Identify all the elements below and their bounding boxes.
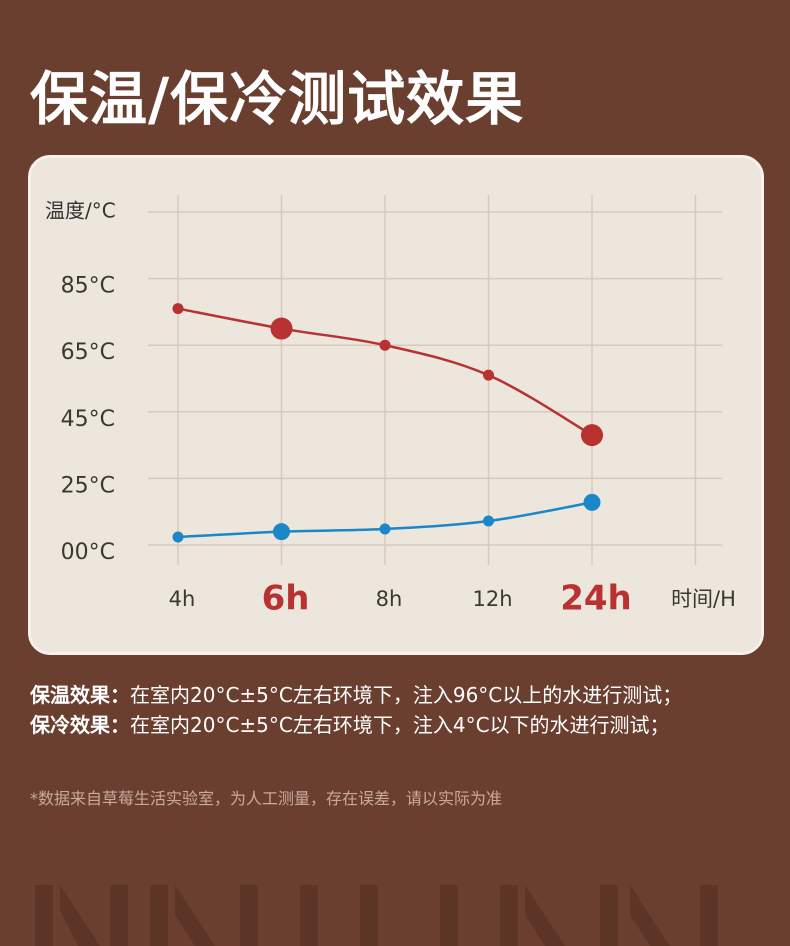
y-tick-label: 25°C xyxy=(61,473,115,498)
y-tick-label: 45°C xyxy=(61,407,115,432)
note-label: 保冷效果： xyxy=(30,713,130,737)
data-point xyxy=(270,317,293,340)
footnote: *数据来自草莓生活实验室，为人工测量，存在误差，请以实际为准 xyxy=(30,789,503,808)
x-tick-label: 24h xyxy=(560,579,632,619)
note: 保冷效果：在室内20°C±5°C左右环境下，注入4°C以下的水进行测试； xyxy=(30,710,682,740)
data-point xyxy=(379,339,391,351)
y-tick-label: 85°C xyxy=(61,274,115,299)
x-axis-label: 时间/H xyxy=(671,587,736,611)
data-point xyxy=(172,303,184,315)
decoration xyxy=(35,885,718,946)
data-point xyxy=(483,515,494,527)
note-label: 保温效果： xyxy=(30,683,130,707)
chart: 温度/°C 00°C 25°C 45°C 65°C 85°C 4h 6h 8h 12h 24h 时间/… xyxy=(45,195,736,619)
note-text: 在室内20°C±5°C左右环境下，注入4°C以下的水进行测试； xyxy=(130,713,670,737)
data-point xyxy=(483,369,494,381)
y-axis-label: 温度/°C xyxy=(45,199,116,223)
x-tick-label: 6h xyxy=(262,579,310,619)
data-point xyxy=(581,424,603,447)
data-point xyxy=(172,531,184,543)
y-tick-label: 00°C xyxy=(61,540,115,565)
x-tick-label: 12h xyxy=(472,587,512,611)
data-point xyxy=(379,523,391,535)
x-tick-label: 8h xyxy=(376,587,403,611)
data-point xyxy=(273,523,290,541)
chart-card xyxy=(28,155,764,655)
notes: 保温效果：在室内20°C±5°C左右环境下，注入96°C以上的水进行测试； 保冷… xyxy=(30,680,682,740)
data-point xyxy=(583,493,601,511)
note-text: 在室内20°C±5°C左右环境下，注入96°C以上的水进行测试； xyxy=(130,683,683,707)
x-tick-label: 4h xyxy=(169,587,196,611)
note: 保温效果：在室内20°C±5°C左右环境下，注入96°C以上的水进行测试； xyxy=(30,680,682,710)
y-tick-label: 65°C xyxy=(61,340,115,365)
page-title: 保温/保冷测试效果 xyxy=(30,65,525,133)
